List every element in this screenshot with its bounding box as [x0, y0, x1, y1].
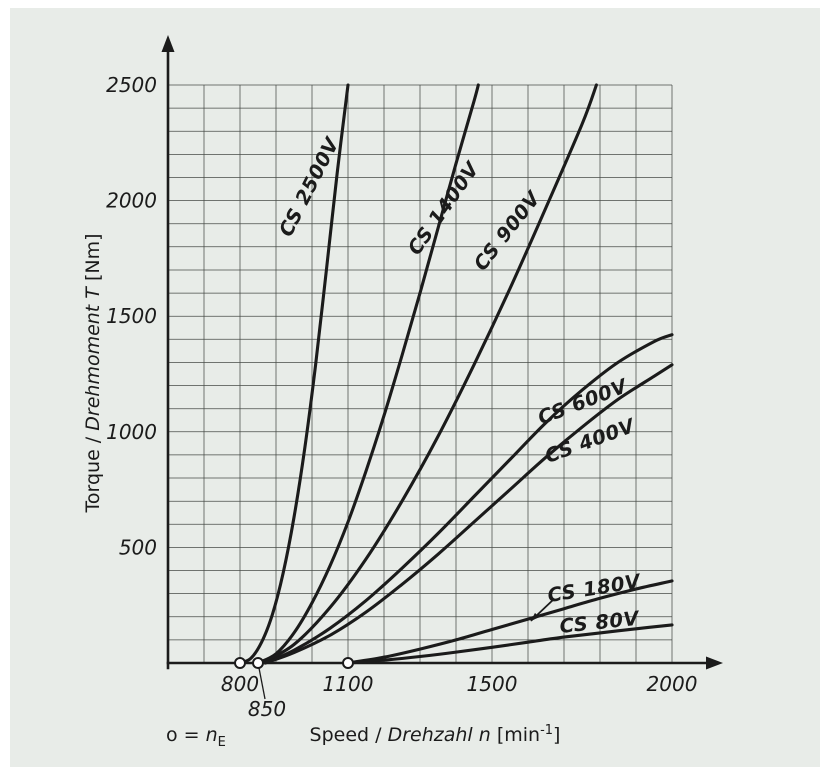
- y-axis-title: Torque / Drehmoment T [Nm]: [82, 233, 104, 513]
- x-tick-800: 800: [221, 672, 259, 696]
- origin-note: o = nE: [166, 724, 226, 750]
- curve-cs-180v: [346, 579, 674, 665]
- curve-cs-900v: [260, 83, 598, 665]
- panel-background: [10, 8, 820, 767]
- curve-cs-2500v: [238, 83, 350, 665]
- curves: [238, 83, 674, 665]
- curve-cs-600v: [263, 333, 674, 665]
- ne-marker-850: [252, 657, 264, 669]
- ne-markers: [234, 657, 354, 669]
- x-axis-title: Speed / Drehzahl n [min-1]: [310, 723, 561, 746]
- y-tick-1000: 1000: [106, 420, 157, 444]
- y-tick-2500: 2500: [106, 73, 157, 97]
- y-tick-500: 500: [119, 535, 157, 559]
- y-axis-arrow: [161, 35, 175, 52]
- curve-cs-400v: [263, 363, 674, 665]
- x-tick-1100: 1100: [323, 672, 374, 696]
- tick-leader-850: [258, 667, 266, 700]
- curve-cs-1400v: [256, 83, 480, 665]
- x-axis-arrow: [706, 656, 723, 670]
- label-pointer-cs-180v: [530, 599, 554, 622]
- x-tick-850: 850: [248, 697, 286, 721]
- x-tick-2000: 2000: [647, 672, 698, 696]
- ne-marker-1100: [342, 657, 354, 669]
- curve-cs-80v: [346, 623, 674, 665]
- y-tick-2000: 2000: [106, 189, 157, 213]
- ne-marker-800: [234, 657, 246, 669]
- x-tick-1500: 1500: [467, 672, 518, 696]
- y-tick-1500: 1500: [106, 304, 157, 328]
